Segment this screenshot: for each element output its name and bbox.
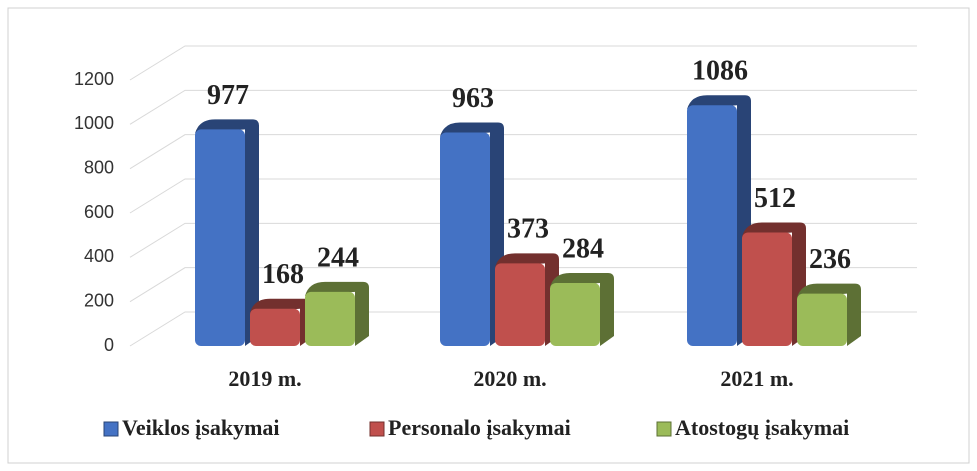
value-label: 244 — [317, 242, 359, 273]
bar — [495, 263, 545, 346]
value-label: 168 — [262, 259, 304, 290]
legend-marker — [103, 421, 119, 437]
value-label: 236 — [809, 244, 851, 275]
y-tick-label: 1200 — [74, 69, 114, 89]
x-tick-label: 2021 m. — [720, 366, 793, 391]
value-label: 373 — [507, 214, 549, 245]
bar — [195, 129, 245, 346]
bar-side — [797, 283, 861, 346]
grid-line — [129, 267, 917, 303]
legend-marker — [369, 421, 385, 437]
y-tick-label: 400 — [84, 246, 114, 266]
y-tick-label: 600 — [84, 202, 114, 222]
legend-label: Personalo įsakymai — [388, 415, 571, 440]
legend-label: Atostogų įsakymai — [675, 415, 849, 440]
bar-side — [305, 281, 369, 346]
y-tick-label: 200 — [84, 290, 114, 310]
bar — [550, 283, 600, 346]
grid-line — [129, 311, 917, 347]
bar-side — [550, 273, 614, 346]
bar — [250, 308, 300, 346]
grid-line — [129, 134, 917, 170]
grid-line — [129, 178, 917, 214]
bar — [797, 293, 847, 346]
grid-line — [129, 45, 917, 81]
grid-line — [129, 222, 917, 258]
value-label: 1086 — [692, 56, 748, 87]
value-label: 512 — [754, 183, 796, 214]
bar — [440, 132, 490, 346]
value-label: 963 — [452, 83, 494, 114]
x-tick-label: 2020 m. — [473, 366, 546, 391]
value-label: 977 — [207, 80, 249, 111]
bar — [742, 232, 792, 346]
grid-line — [129, 89, 917, 125]
legend-marker — [656, 421, 672, 437]
y-tick-label: 1000 — [74, 113, 114, 133]
y-tick-label: 0 — [104, 335, 114, 355]
bar — [305, 291, 355, 346]
y-tick-label: 800 — [84, 157, 114, 177]
value-label: 284 — [562, 233, 604, 264]
x-tick-label: 2019 m. — [228, 366, 301, 391]
legend-label: Veiklos įsakymai — [122, 415, 280, 440]
bar — [687, 105, 737, 347]
